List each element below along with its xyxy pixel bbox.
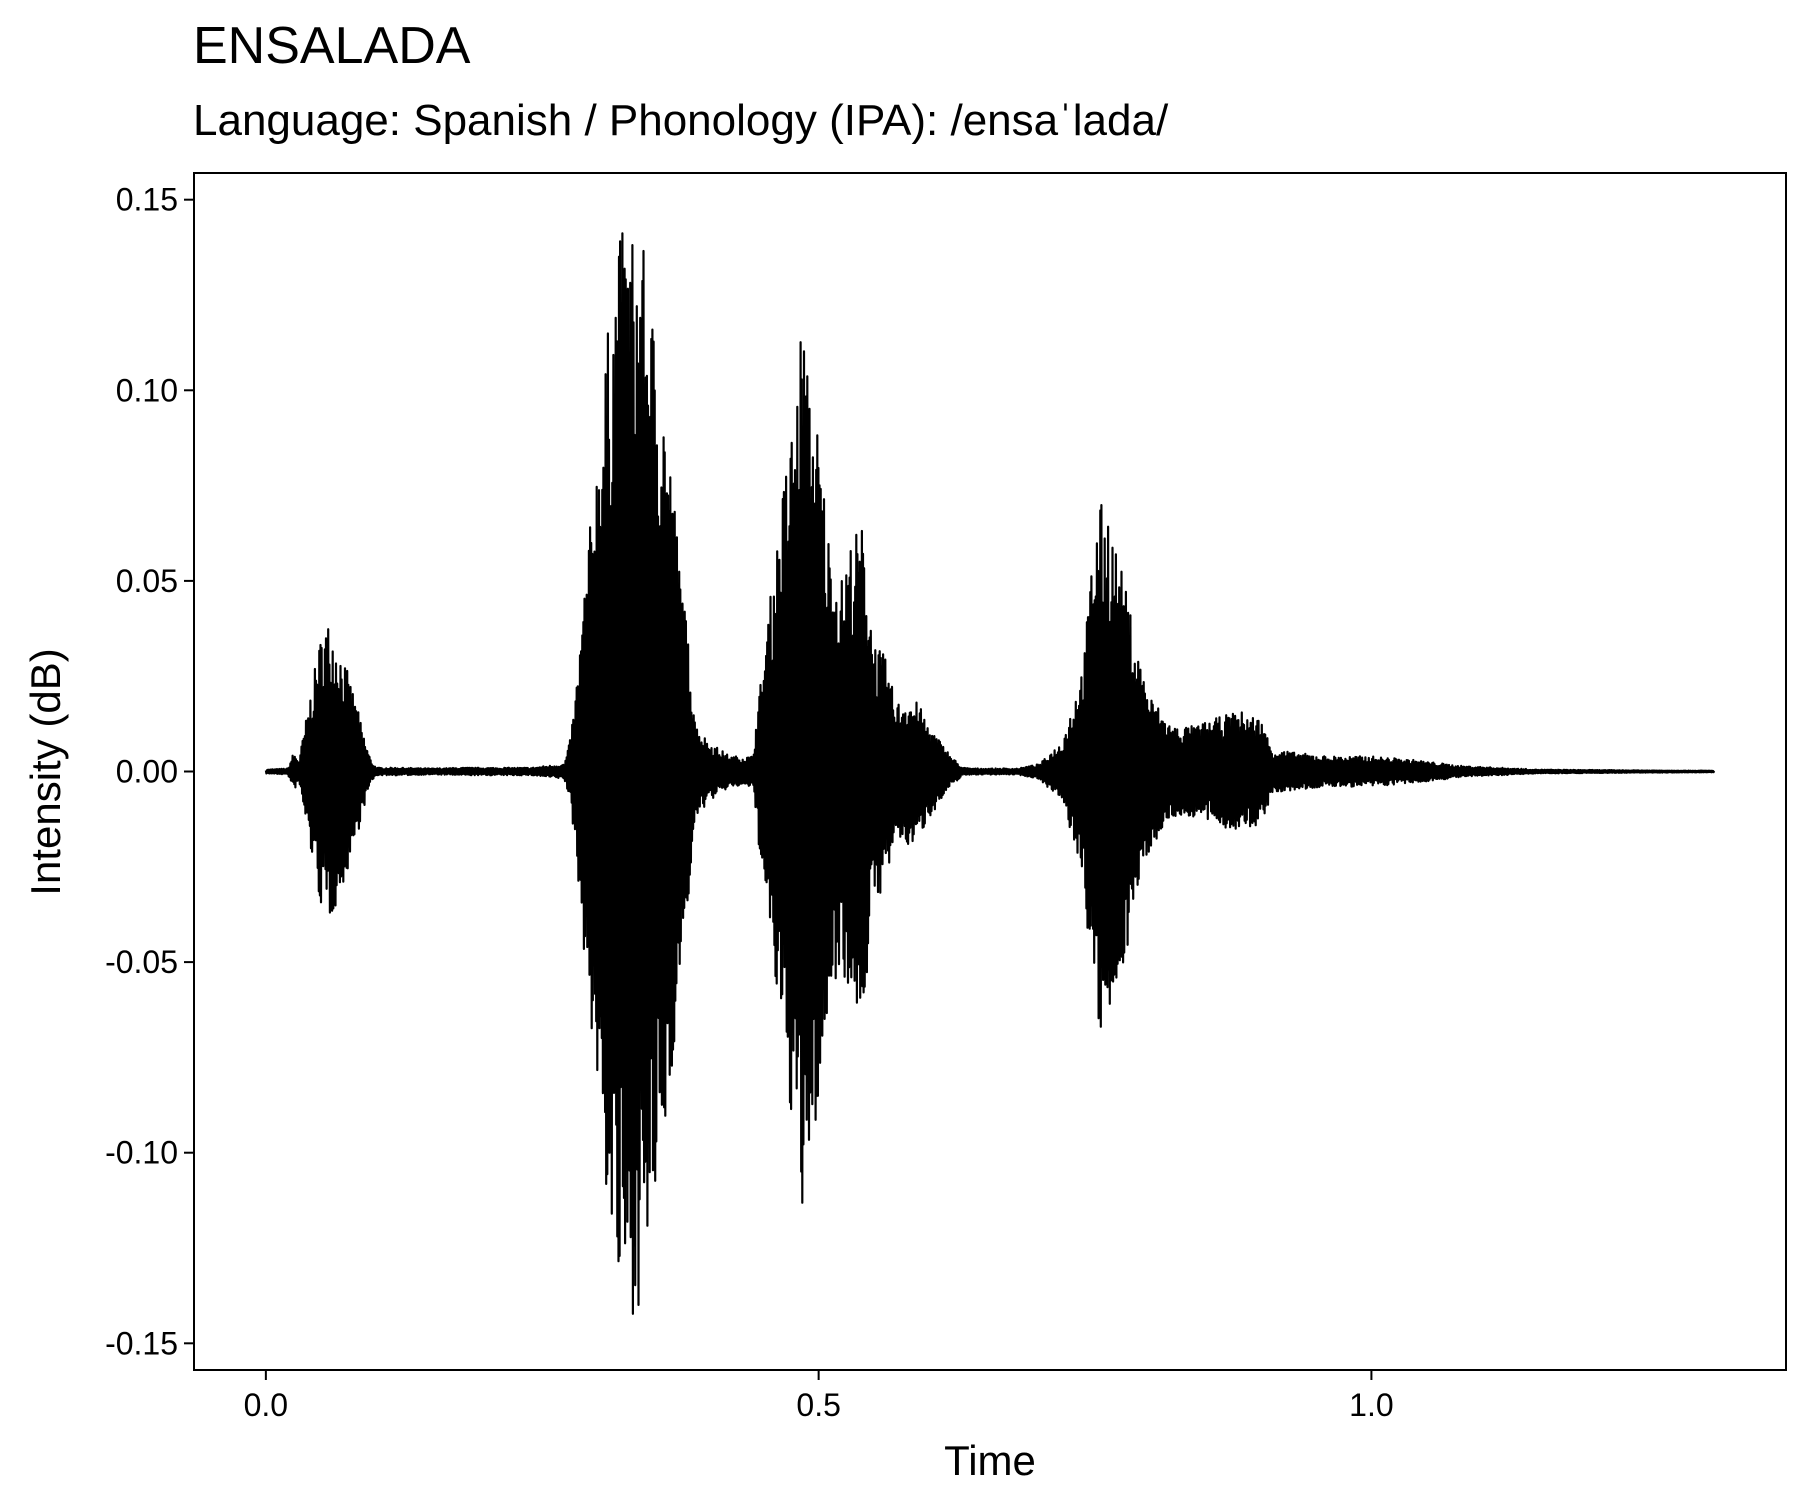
x-tick-label: 1.0 — [1349, 1387, 1393, 1423]
x-tick-label: 0.0 — [244, 1387, 288, 1423]
y-tick-label: -0.05 — [105, 944, 178, 980]
y-tick-label: -0.15 — [105, 1325, 178, 1361]
y-tick-label: 0.10 — [116, 372, 178, 408]
chart-subtitle: Language: Spanish / Phonology (IPA): /en… — [193, 96, 1169, 145]
y-tick-label: 0.15 — [116, 182, 178, 218]
y-axis: 0.15 0.10 0.05 0.00 -0.05 -0.10 -0.15 — [105, 182, 194, 1361]
x-axis-title: Time — [944, 1437, 1036, 1484]
y-tick-label: 0.00 — [116, 754, 178, 790]
chart-title: ENSALADA — [193, 17, 471, 75]
waveform-line — [264, 232, 1716, 1315]
x-tick-label: 0.5 — [796, 1387, 840, 1423]
waveform-layer — [264, 232, 1716, 1315]
y-tick-label: -0.10 — [105, 1135, 178, 1171]
x-axis: 0.0 0.5 1.0 — [244, 1370, 1394, 1423]
y-axis-title: Intensity (dB) — [22, 648, 69, 895]
y-tick-label: 0.05 — [116, 563, 178, 599]
